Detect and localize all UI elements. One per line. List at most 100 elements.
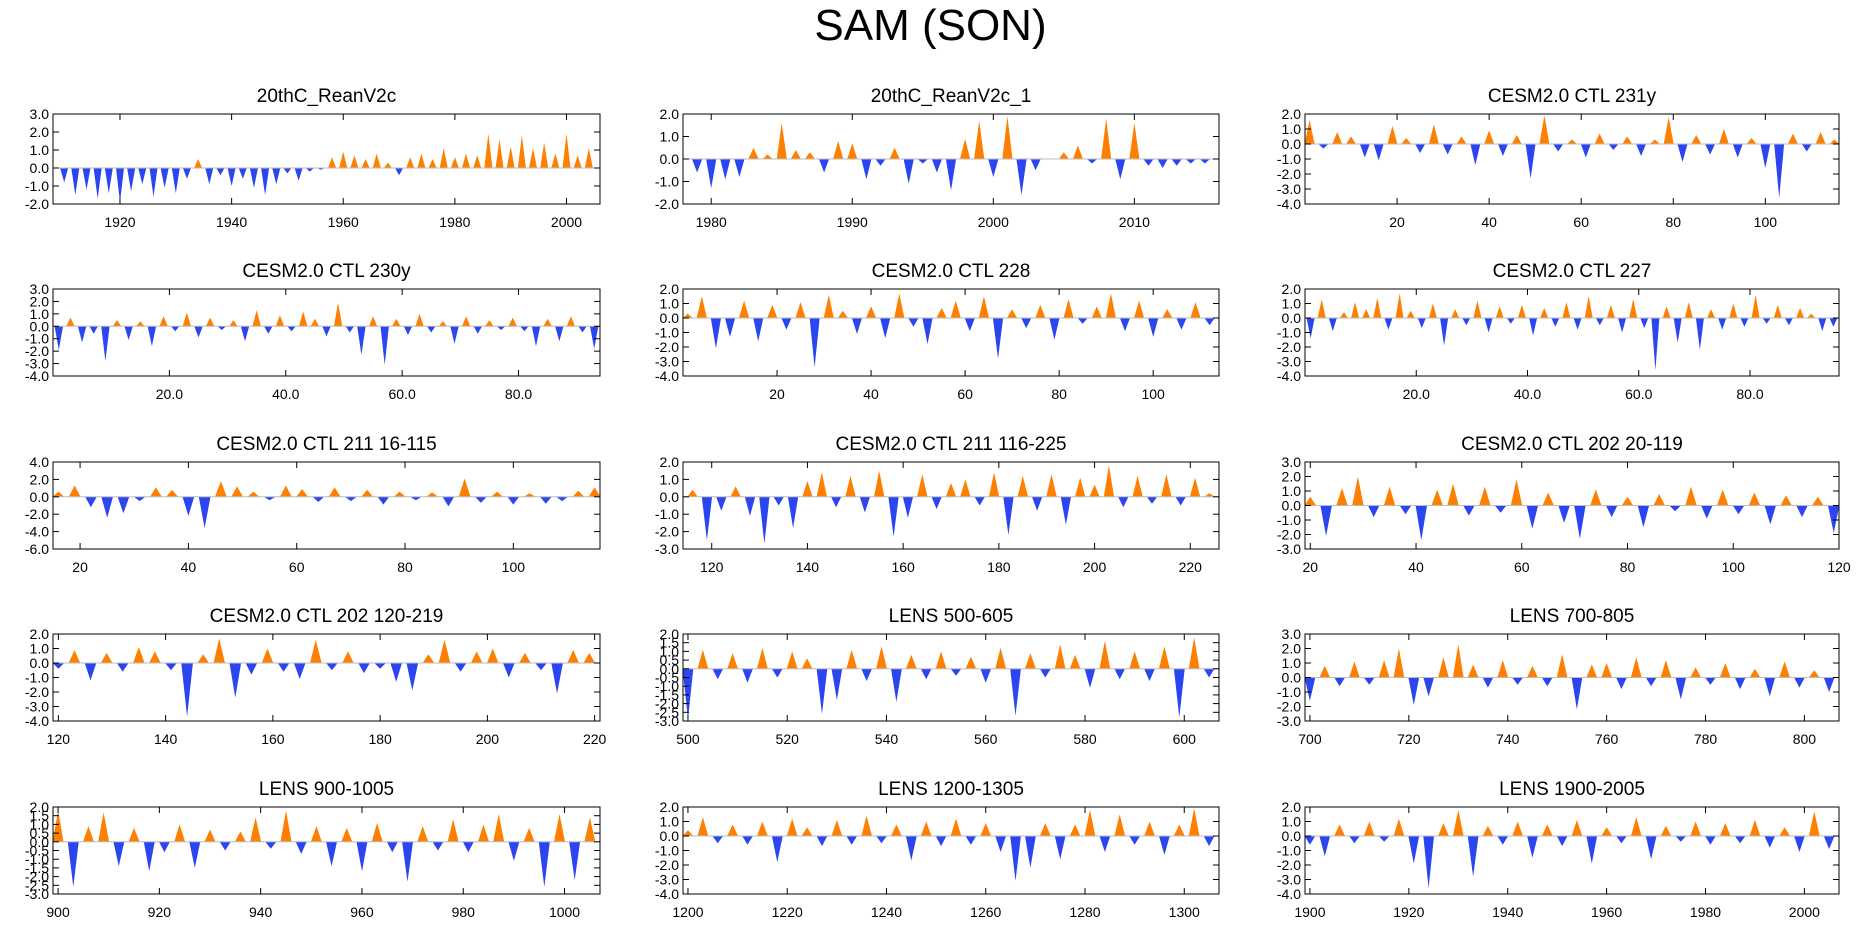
panel-6-bar-8 [1395, 293, 1404, 318]
panel-8-xtick-label-0: 120 [700, 559, 724, 575]
panel-6-frame [1304, 288, 1840, 377]
panel-1-xtick-label-4: 2000 [551, 214, 582, 230]
panel-12-bar-26 [1690, 667, 1701, 678]
panel-9-title: CESM2.0 CTL 202 20-119 [1461, 434, 1683, 455]
panel-15-bar-2 [1334, 824, 1345, 836]
panel-6-bar-36 [1707, 309, 1716, 318]
panel-5-ytick-label-4: -2.0 [655, 339, 679, 355]
panel-1-bar-43 [540, 142, 549, 168]
panel-10-bar-3 [100, 652, 113, 663]
panel-12-bar-23 [1645, 677, 1657, 687]
panel-13-xtick-label-0: 900 [46, 904, 70, 920]
panel-4-bar-3 [89, 326, 98, 334]
panel-5-bar-22 [992, 318, 1004, 359]
panel-10-bar-25 [454, 663, 467, 672]
panel-15-bar-11 [1467, 836, 1479, 877]
panel-7-bar-12 [247, 491, 260, 497]
panel-5-bar-14 [880, 318, 891, 339]
panel-1-bar-21 [294, 168, 303, 181]
panel-15-bar-10 [1452, 809, 1464, 836]
panel-2-bar-35 [1185, 159, 1196, 164]
panel-9-bar-2 [1336, 488, 1348, 506]
panel-11-xtick-label-2: 540 [875, 731, 899, 747]
panel-13-bar-1 [67, 841, 79, 887]
panel-5-bar-11 [837, 310, 848, 318]
panel-3-bar-26 [1663, 117, 1674, 144]
panel-15-bar-7 [1408, 836, 1420, 864]
panel-9-xtick-label-5: 120 [1827, 559, 1851, 575]
panel-1-bar-37 [473, 155, 482, 168]
panel-12-ytick-label-1: 2.0 [1282, 641, 1302, 657]
panel-1-title: 20thC_ReanV2c [257, 86, 396, 107]
panel-14-bar-28 [1099, 836, 1111, 852]
panel-15-ytick-label-1: 1.0 [1282, 814, 1302, 830]
panel-13-xtick-label-5: 1000 [549, 904, 580, 920]
panel-4-bar-2 [77, 326, 87, 343]
panel-9-bar-15 [1542, 492, 1554, 506]
panel-2-bar-3 [734, 159, 745, 177]
panel-14-bar-8 [801, 827, 813, 836]
panel-9-bar-17 [1574, 505, 1586, 539]
panel-4-bar-17 [252, 310, 261, 327]
panel-5-bar-18 [936, 307, 947, 318]
panel-13-frame [52, 806, 601, 895]
panel-13-bar-30 [508, 841, 520, 861]
panel-8-bar-6 [773, 496, 784, 506]
panel-6-ytick-label-2: 0.0 [1282, 310, 1302, 326]
panel-9-bar-18 [1590, 489, 1602, 506]
panel-3-ytick-label-3: -1.0 [1277, 151, 1301, 167]
panel-10-xtick-label-1: 140 [154, 731, 178, 747]
panel-5-bar-5 [753, 318, 764, 342]
panel-13-bar-19 [341, 827, 353, 842]
panel-12-bar-13 [1497, 660, 1509, 678]
panel-9-ytick-label-0: 3.0 [1282, 454, 1302, 470]
panel-10-ytick-label-3: -1.0 [25, 670, 49, 686]
panel-1-bar-25 [339, 151, 348, 168]
panel-14-bar-30 [1129, 836, 1140, 845]
panel-7-bar-29 [523, 493, 536, 497]
panel-2-xtick-label-2: 2000 [978, 214, 1009, 230]
panel-13-bar-3 [98, 812, 110, 842]
panel-6-bar-19 [1517, 304, 1526, 318]
panel-3-xtick-label-0: 20 [1389, 214, 1405, 230]
panel-1-ytick-label-4: -1.0 [25, 178, 49, 194]
panel-4-bar-26 [357, 326, 366, 355]
panel-1-frame [52, 113, 601, 205]
panel-1-bar-30 [395, 168, 404, 176]
panel-15-bar-33 [1794, 836, 1805, 852]
panel-5-ytick-label-6: -4.0 [655, 368, 679, 384]
panel-7-bar-4 [117, 496, 130, 514]
panel-3-bar-11 [1456, 136, 1467, 144]
panel-8-title: CESM2.0 CTL 211 116-225 [836, 434, 1067, 455]
panel-4-bar-0 [54, 326, 63, 350]
panel-6-bar-3 [1339, 312, 1348, 318]
panel-5-bar-19 [950, 300, 961, 318]
panel-8-bar-14 [888, 496, 899, 537]
panel-1-xtick-label-0: 1920 [104, 214, 135, 230]
panel-11-ytick-label-10: -3.0 [655, 713, 679, 729]
panel-8-ytick-label-0: 2.0 [660, 454, 680, 470]
panel-13-ytick-label-4: 0.0 [30, 834, 50, 850]
panel-2-bar-26 [1058, 152, 1069, 159]
panel-12-bar-14 [1512, 677, 1523, 685]
panel-2-bar-2 [720, 159, 731, 180]
panel-12-bar-5 [1378, 660, 1390, 678]
panel-9-bar-29 [1764, 505, 1776, 525]
panel-9-ytick-label-6: -3.0 [1277, 541, 1301, 557]
panel-11-bar-17 [935, 651, 947, 669]
panel-4-bar-29 [392, 318, 401, 327]
panel-3-bar-16 [1525, 144, 1536, 179]
panel-10-bar-0 [52, 663, 65, 669]
panel-4-bar-10 [171, 326, 180, 332]
panel-10-ytick-label-0: 2.0 [30, 626, 50, 642]
panel-4-bar-42 [543, 318, 552, 327]
panel-12-xtick-label-1: 720 [1397, 731, 1421, 747]
panel-5-bar-21 [978, 296, 989, 318]
panel-6-xtick-label-3: 80.0 [1736, 386, 1763, 402]
panel-6-bar-32 [1662, 306, 1671, 318]
panel-4-bar-44 [566, 316, 576, 327]
panel-15-title: LENS 1900-2005 [1499, 779, 1645, 800]
panel-11-ytick-label-8: -2.0 [655, 696, 679, 712]
panel-14-xtick-label-2: 1240 [871, 904, 902, 920]
panel-14-bar-31 [1144, 821, 1155, 836]
